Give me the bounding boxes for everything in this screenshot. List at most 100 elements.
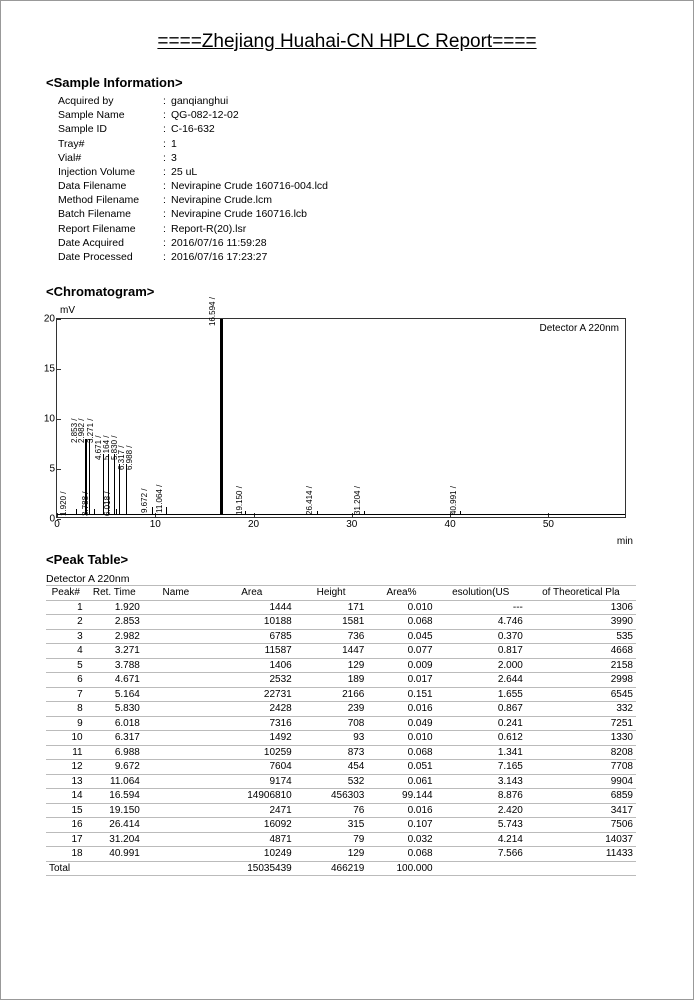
sample-info-sep: : [163,250,171,264]
table-header-cell: Height [295,586,368,601]
table-cell: 18 [46,847,86,862]
table-cell: 0.068 [367,847,435,862]
table-row: 85.83024282390.0160.867332 [46,702,636,717]
table-row: 1840.991102491290.0687.56611433 [46,847,636,862]
x-axis-unit: min [617,536,633,547]
table-cell: 6.988 [86,745,143,760]
table-cell: 7.165 [436,760,526,775]
table-cell: 17 [46,832,86,847]
x-tick-label: 30 [346,519,357,530]
baseline [57,514,625,515]
sample-info-sep: : [163,137,171,151]
peak-table-caption: Detector A 220nm [46,573,648,585]
table-cell: 8 [46,702,86,717]
sample-info-sep: : [163,108,171,122]
y-axis-unit: mV [60,305,648,316]
table-cell: 7 [46,687,86,702]
sample-info-label: Tray# [58,137,163,151]
table-cell: 16092 [209,818,295,833]
table-cell: 6785 [209,629,295,644]
table-cell: 0.077 [367,644,435,659]
table-cell [143,687,209,702]
table-cell: 0.032 [367,832,435,847]
table-cell: 11587 [209,644,295,659]
table-cell: 0.867 [436,702,526,717]
y-tick-mark [57,419,61,420]
table-cell: 2428 [209,702,295,717]
table-cell [143,803,209,818]
table-cell: 0.817 [436,644,526,659]
sample-info-value: Report-R(20).lsr [171,222,246,236]
peak-spike [116,509,117,514]
x-tick-label: 50 [543,519,554,530]
table-cell: 3.143 [436,774,526,789]
table-cell: 0.009 [367,658,435,673]
table-cell: 15 [46,803,86,818]
table-cell [143,789,209,804]
table-cell: 4 [46,644,86,659]
report-title: ====Zhejiang Huahai-CN HPLC Report==== [46,31,648,53]
table-cell: 19.150 [86,803,143,818]
x-tick-label: 40 [445,519,456,530]
table-cell [143,832,209,847]
sample-info-row: Sample Name:QG-082-12-02 [58,108,648,122]
table-cell: 5 [46,658,86,673]
table-cell [143,702,209,717]
peak-annotation: 26.414 / [305,486,314,515]
sample-info-label: Acquired by [58,94,163,108]
table-cell: 7708 [526,760,636,775]
table-cell: 1.920 [86,600,143,615]
table-cell: --- [436,600,526,615]
table-cell [143,760,209,775]
table-cell: 6545 [526,687,636,702]
sample-info-value: Nevirapine Crude 160716.lcb [171,207,307,221]
table-cell: 2158 [526,658,636,673]
x-axis-labels: 01020304050 [57,519,625,533]
x-tick-label: 0 [54,519,60,530]
table-cell: 3417 [526,803,636,818]
table-cell: 873 [295,745,368,760]
table-cell: 708 [295,716,368,731]
table-cell [143,644,209,659]
table-cell: 7251 [526,716,636,731]
sample-info-label: Batch Filename [58,207,163,221]
sample-info-label: Vial# [58,151,163,165]
table-cell [143,629,209,644]
table-cell: 10249 [209,847,295,862]
table-cell: 0.049 [367,716,435,731]
table-cell [143,658,209,673]
table-cell [143,774,209,789]
table-cell: 4871 [209,832,295,847]
table-cell: 0.045 [367,629,435,644]
table-cell: 2.000 [436,658,526,673]
table-cell: 4.214 [436,832,526,847]
table-cell: 1581 [295,615,368,630]
table-row: 43.2711158714470.0770.8174668 [46,644,636,659]
peak-annotation: 11.064 / [155,485,164,513]
table-cell: 0.151 [367,687,435,702]
peak-annotation: 3.788 / [81,492,90,516]
table-cell: 0.010 [367,600,435,615]
table-row: 1311.06491745320.0613.1439904 [46,774,636,789]
table-cell: 2.982 [86,629,143,644]
x-tick-label: 20 [248,519,259,530]
sample-info-row: Date Processed:2016/07/16 17:23:27 [58,250,648,264]
y-tick-mark [57,519,61,520]
table-row: 129.67276044540.0517.1657708 [46,760,636,775]
table-cell [143,731,209,746]
table-cell: 532 [295,774,368,789]
table-header-cell: Ret. Time [86,586,143,601]
table-cell: 26.414 [86,818,143,833]
table-header-cell: Area [209,586,295,601]
table-cell: 1 [46,600,86,615]
peak-annotation: 9.672 / [140,489,149,513]
y-tick-mark [57,319,61,320]
sample-info-sep: : [163,236,171,250]
table-row: 1416.5941490681045630399.1448.8766859 [46,789,636,804]
table-cell: 1.341 [436,745,526,760]
table-cell: 6 [46,673,86,688]
sample-info-row: Vial#:3 [58,151,648,165]
table-header-cell: Name [143,586,209,601]
table-cell [143,745,209,760]
sample-info-value: ganqianghui [171,94,228,108]
